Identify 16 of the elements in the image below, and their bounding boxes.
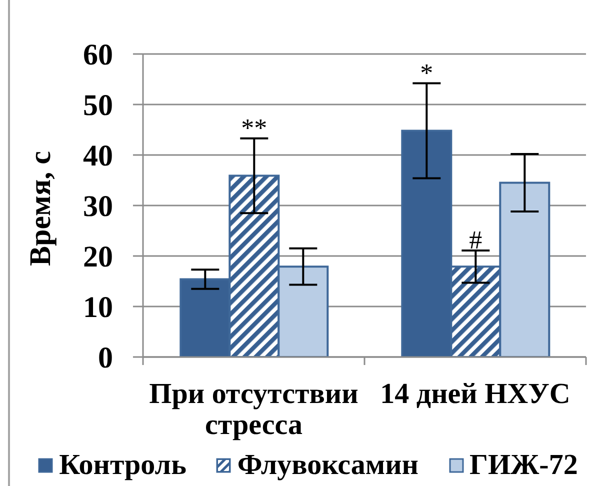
y-tick-label: 10	[83, 291, 113, 324]
annotation: *	[420, 58, 434, 88]
y-tick-label: 60	[83, 38, 113, 72]
annotation: **	[241, 113, 268, 142]
legend-label: Контроль	[59, 449, 186, 482]
y-axis-title: Время, с	[24, 151, 56, 266]
x-tick-label: 14 дней НХУС	[380, 378, 570, 410]
y-tick-label: 50	[83, 89, 113, 122]
y-tick-label: 20	[83, 240, 113, 274]
y-tick-label: 40	[83, 140, 113, 173]
annotation: #	[469, 225, 482, 254]
x-tick-label: При отсутствии стресса	[149, 378, 358, 441]
legend-label: ГИЖ-72	[470, 449, 578, 482]
legend-label: Флувоксамин	[237, 449, 418, 482]
y-tick-label: 0	[98, 342, 113, 375]
y-tick-label: 30	[83, 190, 113, 224]
